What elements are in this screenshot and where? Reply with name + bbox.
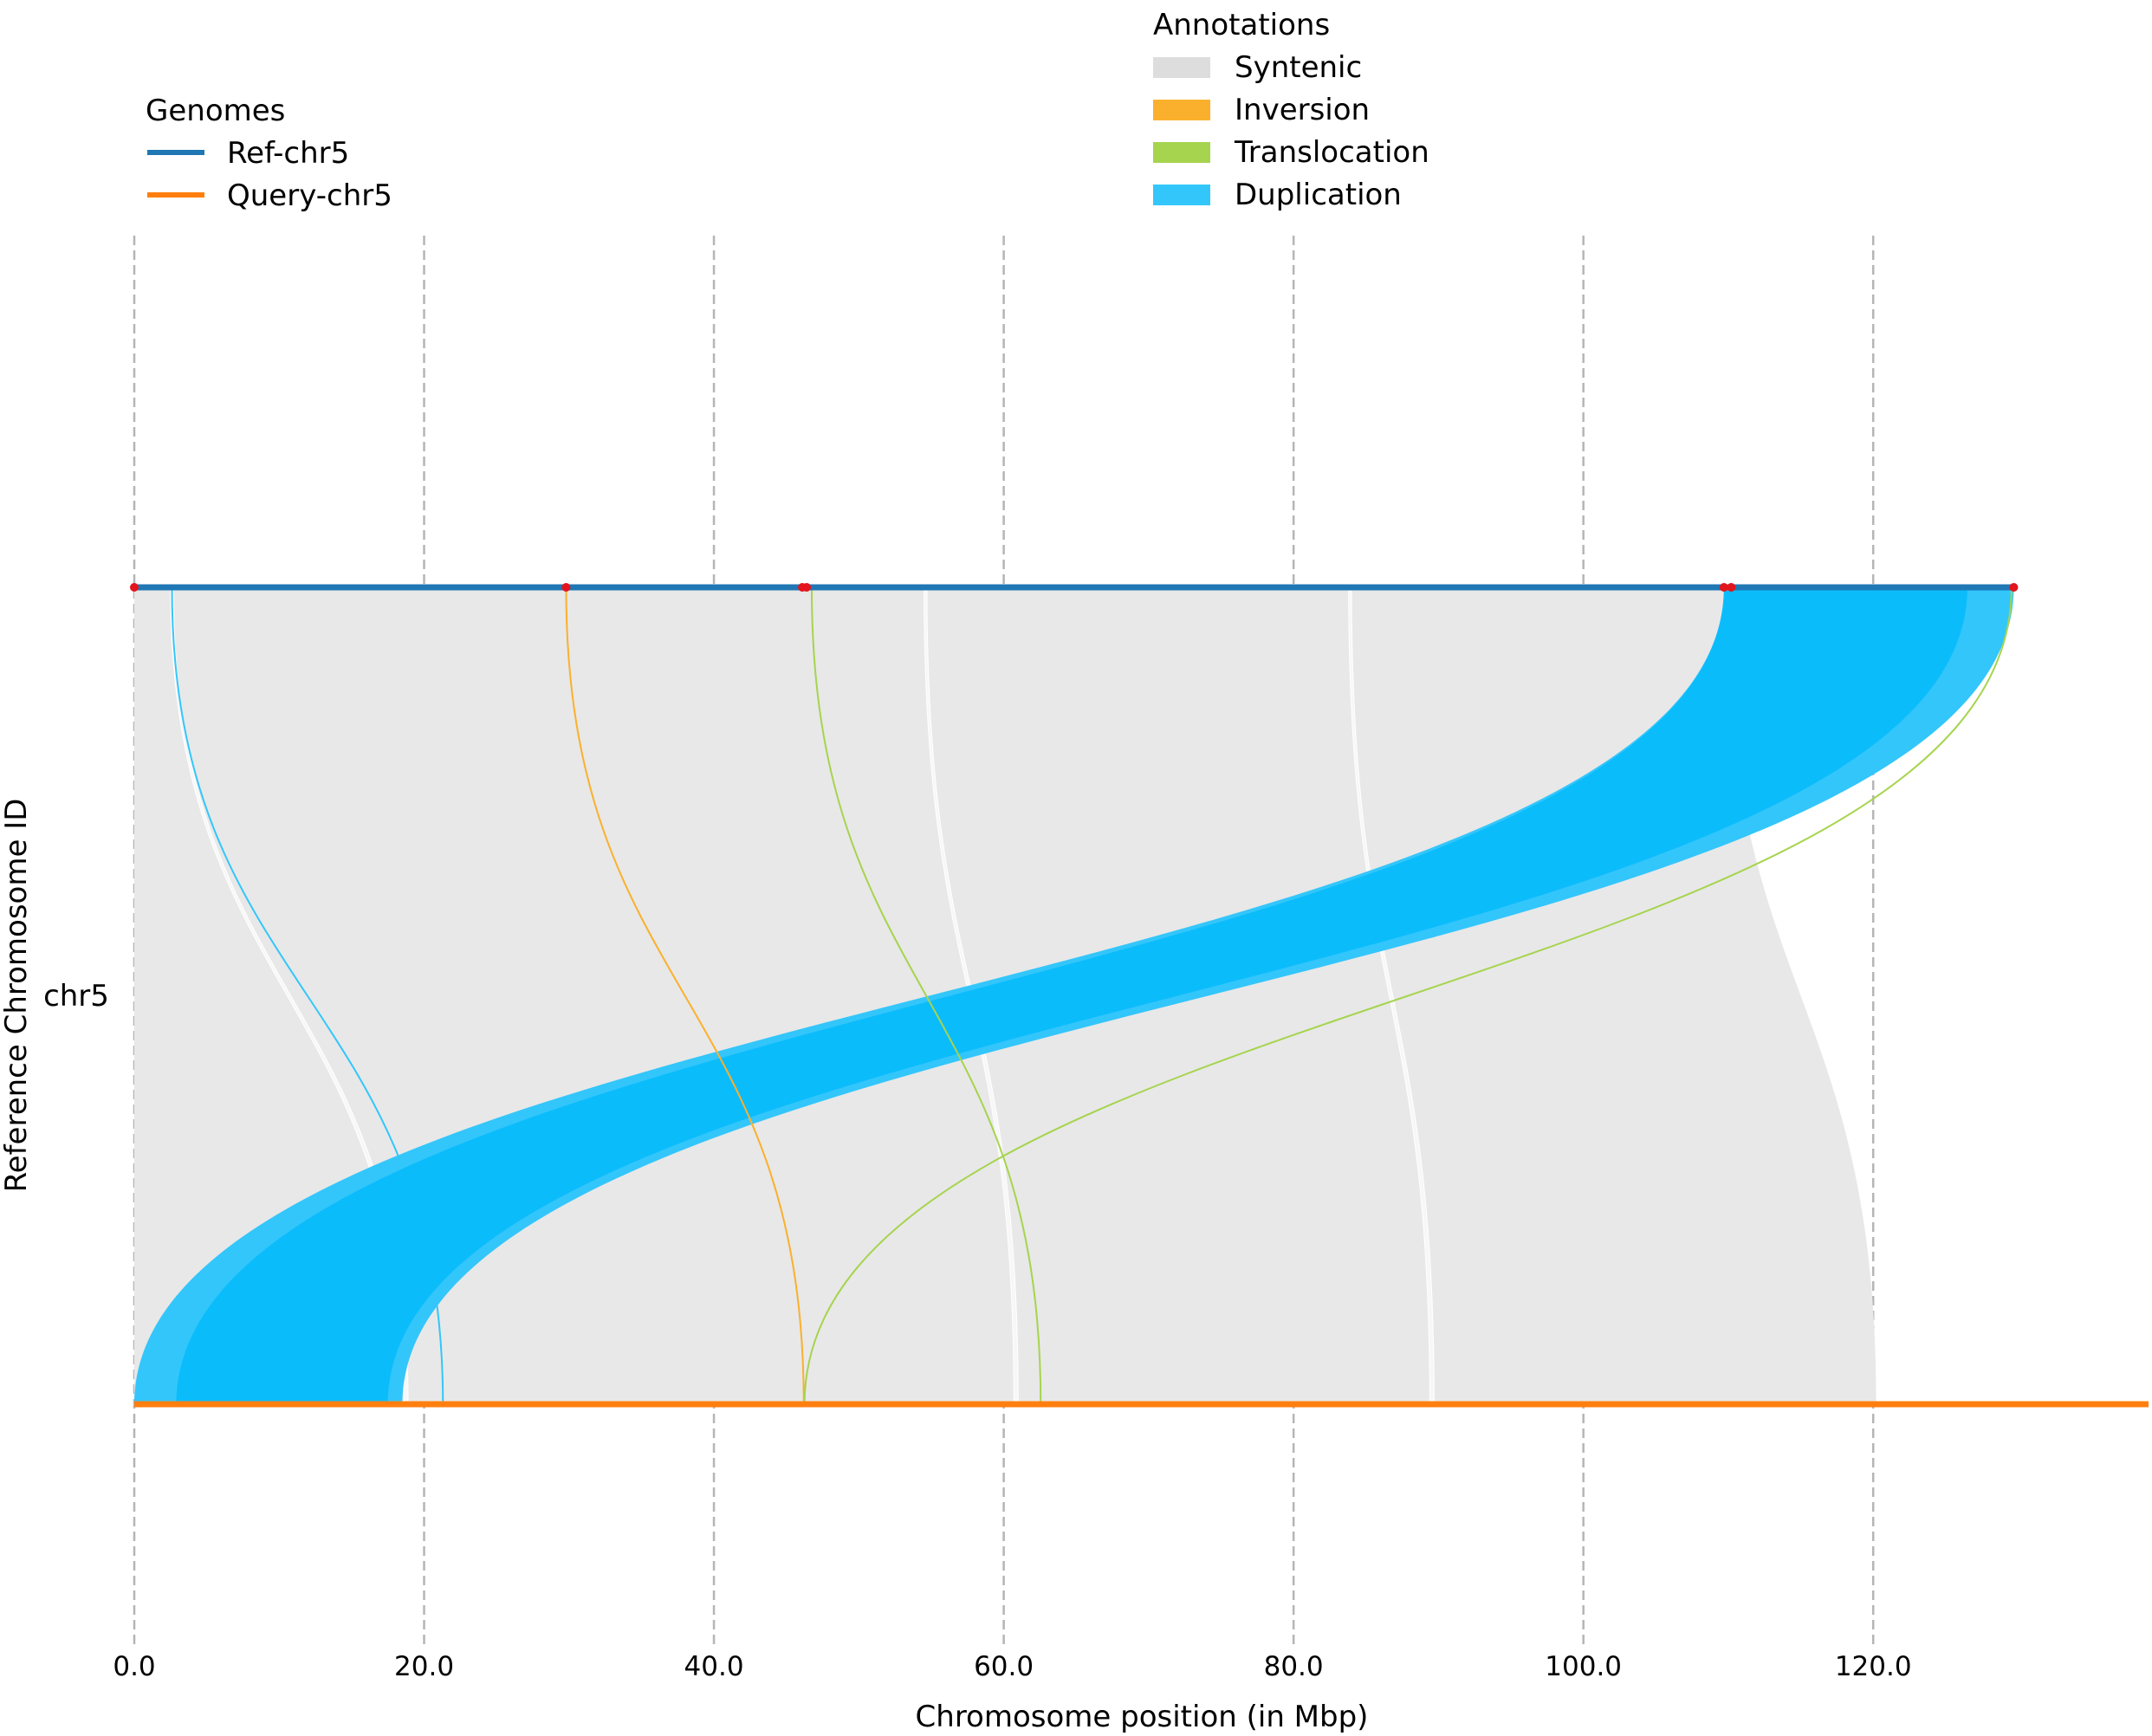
- query-legend-label: Query-chr5: [227, 178, 392, 213]
- x-tick-label: 60.0: [974, 1651, 1034, 1682]
- breakpoint-marker: [130, 583, 139, 592]
- breakpoint-marker: [1727, 583, 1736, 592]
- breakpoint-marker: [561, 583, 571, 592]
- x-tick-label: 120.0: [1835, 1651, 1912, 1682]
- x-tick-label: 100.0: [1545, 1651, 1622, 1682]
- x-axis-ticks: 0.0 20.0 40.0 60.0 80.0 100.0 120.0: [113, 1651, 1911, 1682]
- alignment-ribbons: [134, 586, 2014, 1405]
- x-tick-label: 20.0: [394, 1651, 454, 1682]
- chromosome-bars: [134, 584, 2149, 1408]
- inversion-legend-swatch: [1153, 100, 1210, 120]
- x-tick-label: 80.0: [1264, 1651, 1324, 1682]
- x-axis-label: Chromosome position (in Mbp): [916, 1700, 1369, 1734]
- y-axis-label: Reference Chromosome ID: [0, 799, 34, 1193]
- chromosome-label: chr5: [43, 979, 109, 1014]
- translocation-alignment: [803, 586, 2013, 1405]
- annotations-legend-title: Annotations: [1153, 8, 1330, 42]
- duplication-legend-swatch: [1153, 185, 1210, 205]
- duplication-legend-label: Duplication: [1235, 178, 1402, 212]
- genomes-legend: Genomes Ref-chr5 Query-chr5: [146, 94, 392, 213]
- syntenic-legend-swatch: [1153, 57, 1210, 78]
- translocation-legend-label: Translocation: [1234, 135, 1429, 170]
- ref-legend-label: Ref-chr5: [227, 136, 349, 171]
- breakpoint-marker: [2009, 583, 2019, 592]
- duplication-alignment: [176, 587, 1967, 1404]
- breakpoint-markers: [130, 583, 2019, 592]
- breakpoint-marker: [1719, 583, 1728, 592]
- inversion-legend-label: Inversion: [1235, 93, 1370, 127]
- translocation-legend-swatch: [1153, 142, 1210, 163]
- syntenic-legend-label: Syntenic: [1235, 50, 1362, 85]
- genomes-legend-title: Genomes: [146, 94, 285, 128]
- x-tick-label: 40.0: [684, 1651, 744, 1682]
- breakpoint-marker: [802, 583, 812, 592]
- annotations-legend: Annotations Syntenic Inversion Transloca…: [1153, 8, 1429, 212]
- translocation-alignment: [810, 586, 1042, 1405]
- x-tick-label: 0.0: [113, 1651, 155, 1682]
- inversion-alignment: [565, 586, 805, 1405]
